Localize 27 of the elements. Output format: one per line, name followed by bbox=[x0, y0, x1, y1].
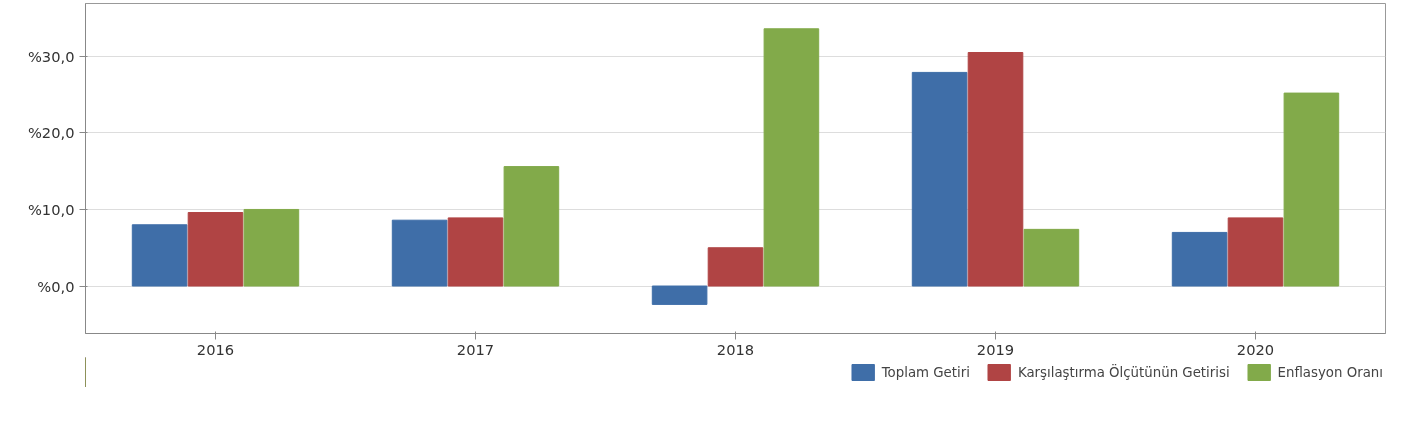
x-tick-label: 2017 bbox=[456, 340, 495, 358]
legend-label: Toplam Getiri bbox=[881, 364, 970, 380]
x-tick-label: 2018 bbox=[716, 340, 755, 358]
bar bbox=[243, 208, 300, 287]
bar bbox=[1171, 231, 1228, 287]
bar bbox=[447, 217, 504, 287]
bar bbox=[1227, 217, 1284, 287]
bar bbox=[763, 28, 820, 287]
bar bbox=[391, 219, 448, 287]
x-tick-label: 2020 bbox=[1236, 340, 1275, 358]
y-tick-label: %10,0 bbox=[27, 200, 75, 218]
y-tick-label: %0,0 bbox=[37, 277, 75, 295]
legend-label: Karşılaştırma Ölçütünün Getirisi bbox=[1017, 364, 1230, 380]
y-tick-label: %20,0 bbox=[27, 124, 75, 142]
bar bbox=[1023, 228, 1080, 287]
x-tick-label: 2019 bbox=[976, 340, 1015, 358]
bar bbox=[1283, 92, 1340, 287]
bar bbox=[187, 212, 244, 287]
bar bbox=[503, 166, 560, 287]
bar bbox=[651, 285, 708, 305]
legend-label: Enflasyon Oranı bbox=[1277, 364, 1383, 380]
x-tick-label: 2016 bbox=[196, 340, 235, 358]
bar bbox=[707, 247, 764, 287]
bar bbox=[131, 224, 188, 287]
bar bbox=[967, 52, 1024, 287]
y-tick-label: %30,0 bbox=[27, 47, 75, 65]
bar bbox=[911, 71, 968, 287]
